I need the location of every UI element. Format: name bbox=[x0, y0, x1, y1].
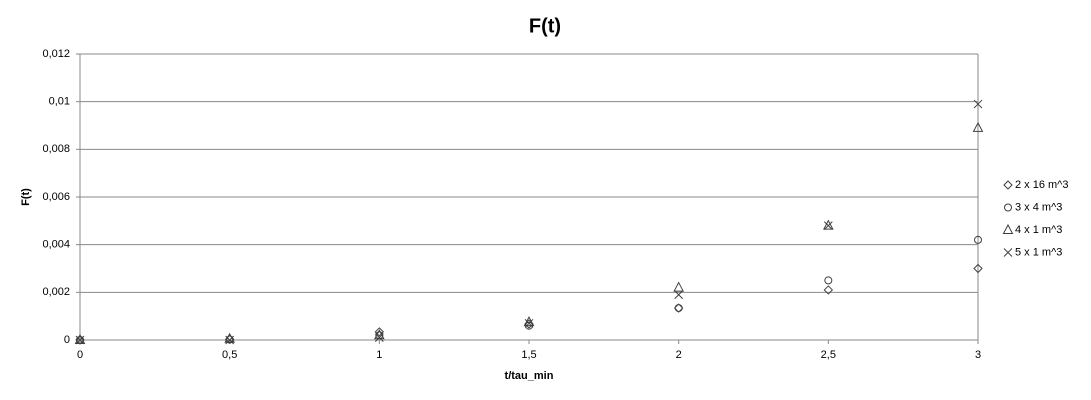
legend-marker bbox=[1002, 223, 1014, 234]
y-tick-label: 0 bbox=[64, 334, 70, 346]
y-tick-label: 0,006 bbox=[42, 191, 70, 203]
x-axis-label: t/tau_min bbox=[505, 370, 554, 382]
point bbox=[824, 276, 833, 285]
x-tick-label: 3 bbox=[975, 349, 981, 361]
y-tick-label: 0,012 bbox=[42, 48, 70, 60]
legend-label: 4 x 1 m^3 bbox=[1015, 224, 1062, 236]
x-tick-label: 2,5 bbox=[821, 349, 836, 361]
point bbox=[673, 281, 684, 292]
y-tick-label: 0,002 bbox=[42, 286, 70, 298]
y-axis-label: F(t) bbox=[20, 188, 32, 206]
y-tick-label: 0,004 bbox=[42, 239, 70, 251]
x-tick-label: 1 bbox=[376, 349, 382, 361]
y-tick-label: 0,01 bbox=[49, 96, 70, 108]
x-tick-label: 1,5 bbox=[521, 349, 536, 361]
point bbox=[973, 99, 983, 109]
point bbox=[674, 304, 683, 313]
legend-label: 5 x 1 m^3 bbox=[1015, 246, 1062, 258]
x-tick-label: 0 bbox=[77, 349, 83, 361]
y-tick-label: 0,008 bbox=[42, 143, 70, 155]
legend-label: 3 x 4 m^3 bbox=[1015, 201, 1062, 213]
point bbox=[74, 333, 86, 344]
point bbox=[674, 290, 684, 300]
point bbox=[972, 121, 984, 132]
point bbox=[823, 285, 834, 295]
legend-marker bbox=[1003, 248, 1013, 257]
point bbox=[823, 221, 833, 230]
legend-marker bbox=[1003, 180, 1013, 190]
point bbox=[374, 327, 385, 337]
point bbox=[524, 318, 534, 328]
x-tick-label: 0,5 bbox=[222, 349, 237, 361]
point bbox=[374, 329, 385, 340]
legend-marker bbox=[1004, 203, 1012, 212]
chart-title: F(t) bbox=[529, 15, 561, 37]
x-tick-label: 2 bbox=[676, 349, 682, 361]
point bbox=[75, 335, 85, 345]
point bbox=[374, 333, 384, 342]
point bbox=[974, 235, 982, 244]
legend-label: 2 x 16 m^3 bbox=[1015, 179, 1068, 191]
point bbox=[225, 335, 235, 345]
point bbox=[973, 263, 983, 274]
point bbox=[823, 219, 834, 230]
